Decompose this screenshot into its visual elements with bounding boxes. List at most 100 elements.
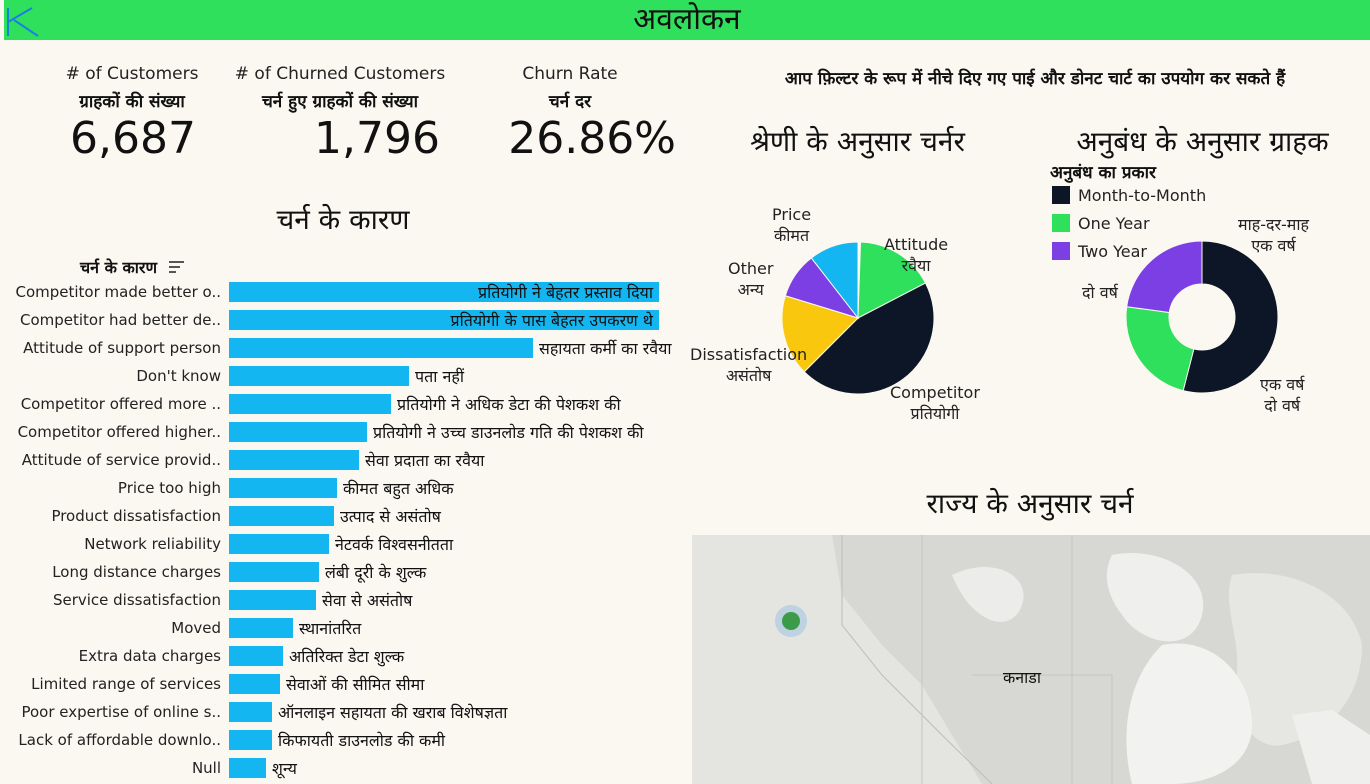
pie-label-en: Price bbox=[772, 205, 812, 224]
legend-item[interactable]: Two Year bbox=[1052, 242, 1147, 261]
kpi-churn-rate-value: 26.86% bbox=[508, 113, 676, 164]
bar-category-label: Network reliability bbox=[84, 535, 221, 553]
slice-month-to-month[interactable] bbox=[1182, 240, 1279, 394]
pie-label-hi: प्रतियोगी bbox=[910, 404, 960, 423]
pie-label-hi: असंतोष bbox=[725, 366, 772, 385]
bar-category-label: Null bbox=[191, 759, 221, 777]
bar[interactable] bbox=[229, 534, 329, 554]
donut-label-hi: दो वर्ष bbox=[1264, 396, 1301, 415]
bar[interactable] bbox=[229, 758, 266, 778]
bar-category-label: Product dissatisfaction bbox=[51, 507, 221, 525]
map-region-label: कनाडा bbox=[1003, 668, 1042, 687]
legend-label: Month-to-Month bbox=[1078, 186, 1207, 205]
pie-label-hi: अन्य bbox=[737, 280, 764, 299]
donut-label-hi: एक वर्ष bbox=[1260, 375, 1305, 394]
pie-label-competitor: Competitor प्रतियोगी bbox=[890, 382, 980, 424]
legend-swatch bbox=[1052, 214, 1070, 232]
pie-label-en: Other bbox=[728, 259, 774, 278]
pie-label-price: Price कीमत bbox=[772, 204, 811, 246]
reasons-column-header[interactable]: चर्न के कारण bbox=[80, 256, 185, 278]
bar[interactable] bbox=[229, 394, 391, 414]
kpi-churned-label-hi: चर्न हुए ग्राहकों की संख्या bbox=[262, 92, 418, 112]
bar-value-label: सेवाओं की सीमित सीमा bbox=[286, 675, 425, 694]
legend-swatch bbox=[1052, 186, 1070, 204]
pie-label-en: Attitude bbox=[884, 235, 949, 254]
legend-item[interactable]: Month-to-Month bbox=[1052, 186, 1206, 205]
bar[interactable] bbox=[229, 646, 283, 666]
bar-value-label: सेवा प्रदाता का रवैया bbox=[365, 451, 485, 470]
bar-value-label: प्रतियोगी ने उच्च डाउनलोड गति की पेशकश क… bbox=[373, 423, 644, 442]
kpi-customers-label-hi: ग्राहकों की संख्या bbox=[79, 92, 185, 112]
donut-label-hi: एक वर्ष bbox=[1251, 236, 1296, 255]
pie-label-hi: रवैया bbox=[901, 256, 931, 275]
donut-label: दो वर्ष bbox=[1082, 282, 1118, 303]
contract-donut-chart[interactable] bbox=[1124, 239, 1280, 395]
bar-value-label: स्थानांतरित bbox=[299, 619, 362, 638]
state-map-title: राज्य के अनुसार चर्न bbox=[926, 487, 1134, 520]
kpi-churn-rate-label-hi: चर्न दर bbox=[548, 92, 592, 112]
pie-label-en: Dissatisfaction bbox=[690, 345, 808, 364]
bar[interactable] bbox=[229, 422, 367, 442]
bar-category-label: Lack of affordable downlo.. bbox=[18, 731, 221, 749]
donut-label-hi: दो वर्ष bbox=[1082, 283, 1118, 302]
pie-label-other: Other अन्य bbox=[728, 258, 773, 300]
state-map[interactable]: कनाडा bbox=[692, 535, 1370, 784]
slice-competitor[interactable] bbox=[803, 282, 935, 395]
bar-category-label: Limited range of services bbox=[31, 675, 221, 693]
bar[interactable] bbox=[229, 730, 272, 750]
bar-value-label: ऑनलाइन सहायता की खराब विशेषज्ञता bbox=[278, 703, 508, 722]
bar-category-label: Long distance charges bbox=[52, 563, 221, 581]
contract-legend-title: अनुबंध का प्रकार bbox=[1050, 163, 1156, 183]
pie-label-dissatisfaction: Dissatisfaction असंतोष bbox=[690, 344, 807, 386]
bar[interactable] bbox=[229, 562, 319, 582]
bar[interactable] bbox=[229, 282, 659, 302]
sort-icon[interactable] bbox=[168, 260, 185, 274]
bar[interactable] bbox=[229, 310, 659, 330]
map-marker[interactable] bbox=[782, 612, 800, 630]
bar[interactable] bbox=[229, 338, 533, 358]
legend-label: Two Year bbox=[1078, 242, 1147, 261]
kpi-customers-value: 6,687 bbox=[70, 113, 196, 164]
category-pie-chart[interactable] bbox=[780, 240, 940, 400]
bar[interactable] bbox=[229, 478, 337, 498]
bar-category-label: Moved bbox=[171, 619, 221, 637]
slice-dissatisfaction[interactable] bbox=[781, 295, 859, 373]
bar-category-label: Competitor offered higher.. bbox=[17, 423, 221, 441]
legend-item[interactable]: One Year bbox=[1052, 214, 1150, 233]
bar-value-label: अतिरिक्त डेटा शुल्क bbox=[289, 647, 405, 666]
slice-price[interactable] bbox=[810, 241, 859, 320]
filter-note: आप फ़िल्टर के रूप में नीचे दिए गए पाई और… bbox=[784, 69, 1286, 89]
bar-value-label: नेटवर्क विश्वसनीतता bbox=[335, 535, 454, 554]
bar[interactable] bbox=[229, 590, 316, 610]
kpi-churn-rate-label-en: Churn Rate bbox=[522, 64, 618, 84]
pie-label-hi: कीमत bbox=[773, 226, 810, 245]
bar-category-label: Competitor made better o.. bbox=[15, 283, 221, 301]
slice-attitude[interactable] bbox=[857, 241, 927, 319]
bar[interactable] bbox=[229, 702, 272, 722]
bar[interactable] bbox=[229, 618, 293, 638]
bar-value-label: प्रतियोगी ने अधिक डेटा की पेशकश की bbox=[397, 395, 621, 414]
bar-value-label: सहायता कर्मी का रवैया bbox=[539, 339, 672, 358]
bar-category-label: Attitude of service provid.. bbox=[21, 451, 221, 469]
donut-label: माह-दर-माह एक वर्ष bbox=[1238, 214, 1309, 256]
bar[interactable] bbox=[229, 366, 409, 386]
tableau-logo-icon bbox=[7, 7, 39, 37]
donut-label-hi: माह-दर-माह bbox=[1238, 215, 1310, 234]
reasons-bar-chart: Competitor made better o.. प्रतियोगी ने ब… bbox=[0, 280, 690, 784]
donut-label: एक वर्ष दो वर्ष bbox=[1260, 374, 1304, 416]
bar[interactable] bbox=[229, 674, 280, 694]
bar-category-label: Don't know bbox=[136, 367, 221, 385]
bar-category-label: Attitude of support person bbox=[23, 339, 221, 357]
bar-value-label: उत्पाद से असंतोष bbox=[340, 507, 441, 526]
reasons-column-header-label: चर्न के कारण bbox=[80, 258, 158, 277]
slice-two-year[interactable] bbox=[1126, 240, 1203, 314]
bar[interactable] bbox=[229, 450, 359, 470]
dashboard-title: अवलोकन bbox=[4, 0, 1370, 40]
map-background bbox=[692, 535, 1370, 784]
bar-value-label: पता नहीं bbox=[415, 367, 464, 386]
pie-label-en: Competitor bbox=[890, 383, 980, 402]
bar[interactable] bbox=[229, 506, 334, 526]
slice-one-year[interactable] bbox=[1125, 306, 1195, 392]
bar-value-label: प्रतियोगी ने बेहतर प्रस्ताव दिया bbox=[477, 283, 653, 302]
bar-category-label: Poor expertise of online s.. bbox=[21, 703, 221, 721]
